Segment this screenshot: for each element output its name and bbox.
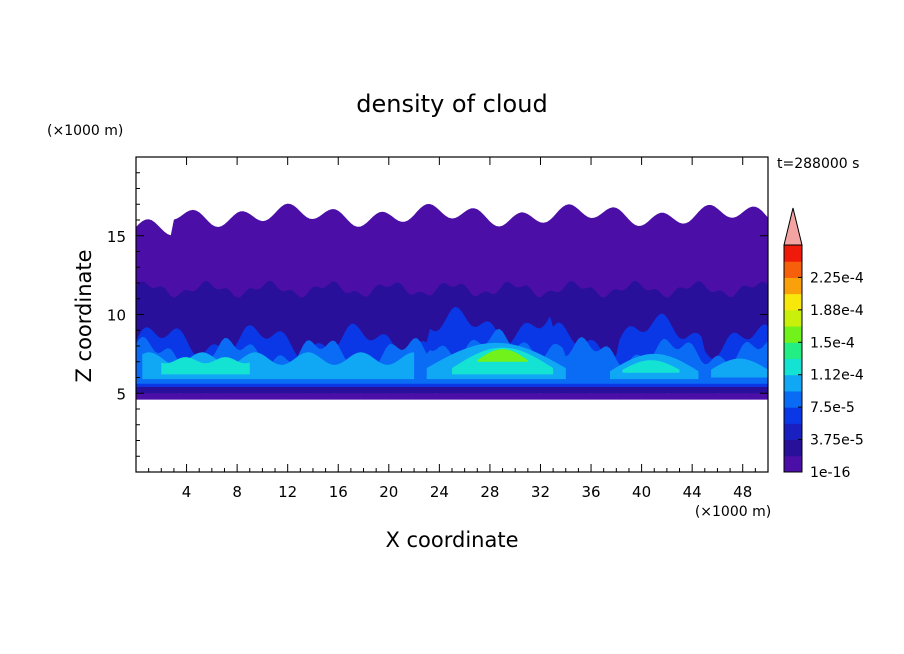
colorbar-segment	[784, 277, 802, 295]
y-axis-label: Z coordinate	[72, 249, 96, 382]
x-tick-label: 44	[683, 483, 702, 501]
x-tick-label: 32	[531, 483, 550, 501]
y-unit-label: (×1000 m)	[47, 123, 123, 139]
colorbar-segment	[784, 342, 802, 359]
x-tick-label: 4	[182, 483, 192, 501]
x-tick-label: 20	[379, 483, 398, 501]
colorbar: 1e-16 3.75e-5 7.5e-5 1.12e-4 1.5e-4 1.88e-4 2.…	[783, 207, 864, 481]
colorbar-segment	[784, 439, 802, 457]
colorbar-tick-label: 1.12e-4	[810, 368, 864, 384]
colorbar-segment	[784, 407, 802, 424]
colorbar-tick-label: 7.5e-5	[810, 400, 855, 416]
colorbar-tick-label: 1e-16	[810, 465, 850, 481]
cloud-core-far-east	[711, 358, 768, 378]
y-tick-label: 10	[107, 307, 126, 325]
colorbar-segment	[784, 390, 802, 408]
colorbar-segment	[784, 374, 802, 392]
cloud-core-east-peak	[622, 360, 680, 373]
colorbar-segment	[784, 423, 802, 441]
x-unit-label: (×1000 m)	[695, 504, 771, 520]
x-tick-label: 36	[581, 483, 600, 501]
colorbar-tick-label: 1.88e-4	[810, 303, 864, 319]
x-tick-label: 12	[278, 483, 297, 501]
x-tick-label: 16	[329, 483, 348, 501]
colorbar-tick-label: 1.5e-4	[810, 335, 855, 351]
colorbar-segment	[784, 261, 802, 278]
y-axis-ticks: 5 10 15	[107, 172, 768, 457]
x-tick-label: 28	[480, 483, 499, 501]
chart-title: density of cloud	[356, 90, 547, 118]
x-tick-label: 24	[430, 483, 449, 501]
cloud-core-central-peak	[477, 349, 528, 362]
x-axis-ticks: 4 8 12 16 20 24 28 32 36 40 44 48	[148, 157, 756, 501]
colorbar-segment	[784, 245, 802, 262]
colorbar-segment	[784, 309, 802, 327]
colorbar-segment	[784, 293, 802, 311]
x-tick-label: 8	[232, 483, 242, 501]
x-tick-label: 40	[632, 483, 651, 501]
colorbar-overflow-arrow	[783, 207, 803, 246]
cloud-field	[136, 203, 768, 400]
colorbar-segment	[784, 358, 802, 376]
y-tick-label: 5	[116, 385, 126, 403]
colorbar-segment	[784, 455, 802, 473]
y-tick-label: 15	[107, 228, 126, 246]
colorbar-frame	[783, 244, 803, 473]
x-axis-label: X coordinate	[385, 528, 518, 552]
colorbar-tick-label: 3.75e-5	[810, 433, 864, 449]
cloud-core-west-peak	[161, 357, 250, 375]
colorbar-tick-label: 2.25e-4	[810, 270, 864, 286]
colorbar-segment	[784, 326, 802, 343]
time-label: t=288000 s	[777, 156, 859, 172]
x-tick-label: 48	[733, 483, 752, 501]
